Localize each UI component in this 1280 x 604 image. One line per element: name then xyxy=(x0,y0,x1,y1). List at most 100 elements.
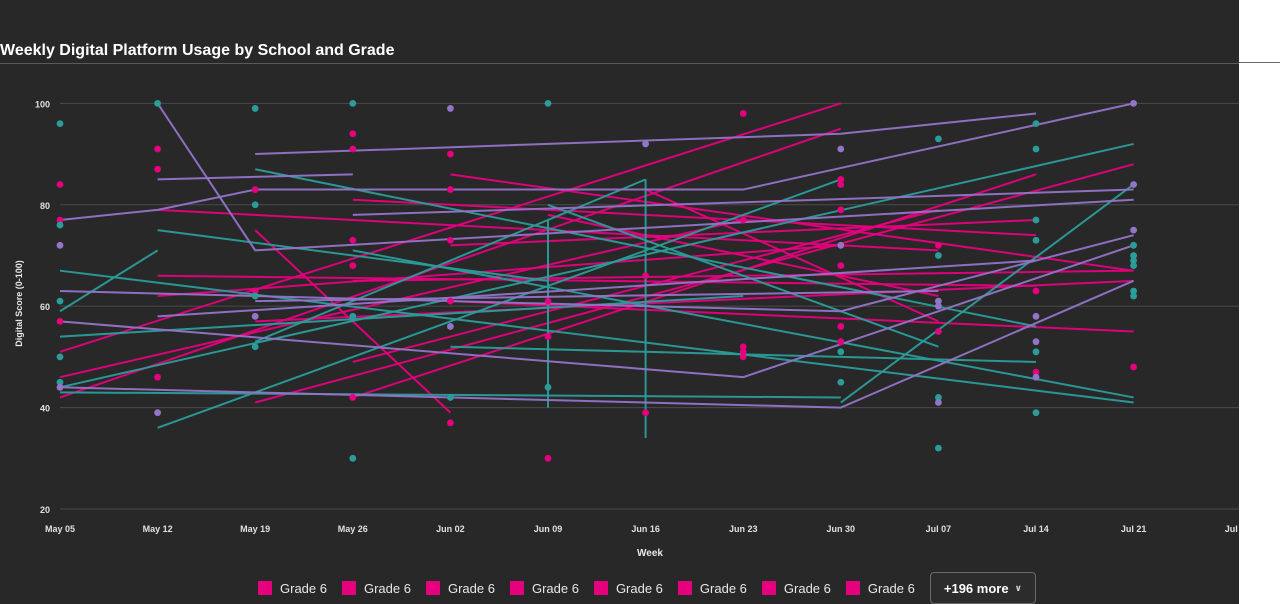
data-point xyxy=(837,323,845,330)
data-point xyxy=(1130,99,1137,107)
data-point xyxy=(251,292,259,300)
y-tick-label: 20 xyxy=(40,505,50,515)
data-point xyxy=(837,206,845,214)
series-line xyxy=(59,102,842,353)
data-point xyxy=(837,338,845,346)
legend-item[interactable]: Grade 6 xyxy=(845,580,915,596)
data-point xyxy=(837,145,845,153)
data-point xyxy=(447,186,454,193)
data-point xyxy=(544,454,552,462)
series-line xyxy=(840,183,1135,404)
data-point xyxy=(935,297,942,305)
data-point xyxy=(349,312,357,320)
x-tick-label: Jun 09 xyxy=(534,524,563,534)
legend-swatch xyxy=(425,581,440,595)
data-point xyxy=(1032,338,1040,346)
data-point xyxy=(349,262,357,270)
legend-item[interactable]: Grade 6 xyxy=(761,580,831,596)
x-axis-label: Week xyxy=(637,548,663,559)
series-line xyxy=(352,188,1134,216)
data-point xyxy=(251,312,259,320)
x-tick-label: May 05 xyxy=(45,524,75,534)
data-point xyxy=(935,302,942,310)
data-point xyxy=(837,181,845,188)
data-point xyxy=(447,419,454,427)
data-point xyxy=(1130,226,1137,234)
legend-label: Grade 6 xyxy=(615,580,663,596)
data-point xyxy=(251,186,259,193)
data-point xyxy=(154,409,162,417)
data-point xyxy=(1130,252,1137,259)
x-tick-label: Jul xyxy=(1225,524,1238,534)
legend-label: Grade 6 xyxy=(783,580,831,596)
series-line xyxy=(547,203,939,348)
x-tick-label: Jul 14 xyxy=(1023,524,1049,534)
legend-item[interactable]: Grade 6 xyxy=(593,580,663,596)
data-point xyxy=(447,323,454,330)
data-point xyxy=(56,241,64,249)
legend-item[interactable]: Grade 6 xyxy=(677,581,747,596)
data-point xyxy=(56,216,64,224)
data-point xyxy=(642,140,649,148)
legend-swatch xyxy=(593,581,608,595)
legend-label: Grade 6 xyxy=(447,580,495,596)
data-point xyxy=(544,297,552,305)
data-point xyxy=(56,383,64,391)
series-line xyxy=(255,279,1134,323)
legend-more-label: +196 more xyxy=(943,580,1009,596)
data-point xyxy=(1130,262,1137,270)
data-point xyxy=(642,409,649,417)
series-line xyxy=(157,259,1037,318)
data-point xyxy=(1032,236,1040,244)
series-line xyxy=(156,102,1134,252)
data-point xyxy=(837,378,845,386)
y-axis-label: Digital Score (0-100) xyxy=(14,260,24,347)
data-point xyxy=(544,99,552,107)
data-point xyxy=(1130,363,1137,371)
legend-item[interactable]: Grade 6 xyxy=(258,581,327,596)
data-point xyxy=(739,348,747,356)
legend-swatch xyxy=(845,581,860,595)
legend-label: Grade 6 xyxy=(867,580,915,596)
data-point xyxy=(837,348,845,356)
data-point xyxy=(935,252,942,259)
series-line xyxy=(352,198,1037,237)
data-point xyxy=(544,333,552,340)
data-point xyxy=(154,165,162,173)
data-point xyxy=(1032,348,1040,356)
legend-more-button[interactable]: +196 more ∨ xyxy=(929,572,1036,604)
data-point xyxy=(251,287,259,295)
x-tick-label: Jun 30 xyxy=(827,524,856,534)
data-point xyxy=(154,99,162,107)
series-line xyxy=(59,244,1134,379)
series-line xyxy=(255,112,1037,156)
legend-item[interactable]: Grade 6 xyxy=(341,580,411,596)
legend-swatch xyxy=(509,581,524,595)
data-point xyxy=(837,241,845,249)
data-point xyxy=(447,105,454,112)
data-point xyxy=(56,221,64,229)
legend-item[interactable]: Grade 6 xyxy=(509,581,579,596)
data-point xyxy=(251,201,259,209)
legend: Grade 6 Grade 6 Grade 6 Grade 6 Grade 6 Grade… xyxy=(258,572,1036,604)
series-line xyxy=(157,274,1037,287)
legend-label: Grade 6 xyxy=(280,580,327,596)
legend-label: Grade 6 xyxy=(363,580,411,596)
data-point xyxy=(251,105,259,112)
legend-item[interactable]: Grade 6 xyxy=(425,580,495,596)
data-point xyxy=(935,394,942,401)
line-chart: 20 40 60 80 100 May 05 May 12 May 19 May 26 Jun 0… xyxy=(14,99,1239,559)
x-tick-label: Jul 21 xyxy=(1121,524,1147,534)
data-point xyxy=(447,236,454,244)
series-line xyxy=(157,178,842,429)
data-point xyxy=(56,181,64,188)
data-point xyxy=(349,145,357,153)
x-tick-label: Jun 16 xyxy=(631,524,660,534)
data-point xyxy=(1130,287,1137,295)
series-line xyxy=(59,249,159,313)
x-tick-label: May 26 xyxy=(338,524,368,534)
data-point xyxy=(349,99,357,107)
data-point xyxy=(447,394,454,401)
data-point xyxy=(56,120,64,128)
data-point xyxy=(56,378,64,386)
